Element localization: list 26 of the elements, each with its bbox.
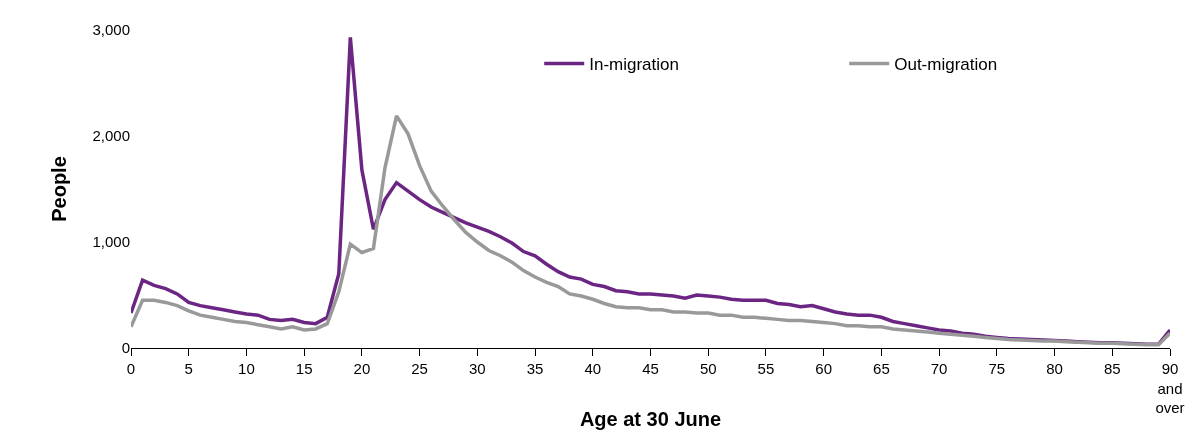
x-tick-label: 35 (526, 360, 544, 377)
x-tick-label: 80 (1046, 360, 1063, 377)
legend-label: In-migration (589, 55, 679, 75)
x-tick-label: 45 (642, 360, 659, 377)
y-tick-label: 0 (121, 339, 130, 357)
x-tick-label: 30 (468, 360, 486, 377)
y-axis-title: People (47, 156, 70, 222)
x-tick-label: 65 (873, 360, 890, 377)
legend-label: Out-migration (894, 55, 998, 75)
x-tick-label: 50 (699, 360, 717, 377)
y-tick-label: 2,000 (92, 127, 130, 145)
x-tick-label: 25 (411, 360, 428, 377)
x-tick-label: 60 (815, 360, 833, 377)
x-tick-label: 10 (238, 360, 255, 377)
x-tick-label: 40 (584, 360, 602, 377)
x-tick-label: 55 (757, 360, 775, 377)
y-tick-label: 1,000 (92, 233, 130, 251)
x-tick-label: 20 (353, 360, 371, 377)
x-tick-label: 70 (930, 360, 948, 377)
x-axis-title: Age at 30 June (579, 408, 722, 430)
x-tick-label: 85 (1103, 360, 1121, 377)
y-tick-label: 3,000 (92, 21, 130, 39)
x-tick-label: 90 and over (1155, 360, 1185, 416)
x-tick-label: 15 (295, 360, 313, 377)
x-tick-label: 5 (184, 360, 193, 377)
x-tick-label: 75 (988, 360, 1006, 377)
